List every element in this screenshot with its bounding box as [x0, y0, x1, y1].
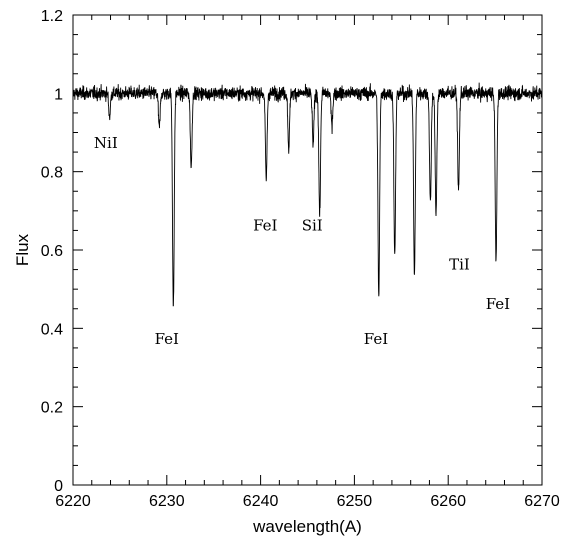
y-tick-label: 1	[54, 86, 63, 103]
x-tick-label: 6270	[524, 493, 560, 510]
line-annotation-label: TiI	[449, 256, 470, 274]
x-tick-label: 6240	[243, 493, 279, 510]
plot-frame	[72, 14, 543, 486]
spectrum-line	[72, 82, 543, 307]
x-tick-label: 6260	[430, 493, 466, 510]
x-tick-label: 6250	[337, 493, 373, 510]
y-tick-label: 0.4	[41, 321, 63, 338]
y-tick-label: 1.2	[41, 8, 63, 25]
axis-ticks: 6220 6230 6240 6250 6260 6270 0 0.2 0.4 0.6 0.8 1 1.…	[41, 8, 560, 510]
y-tick-label: 0.8	[41, 165, 63, 182]
line-annotation-label: FeI	[155, 330, 179, 348]
line-annotation-label: FeI	[253, 216, 277, 234]
line-annotation-label: SiI	[302, 216, 323, 234]
x-axis-label: wavelength(A)	[252, 517, 362, 536]
plot-area	[72, 82, 543, 307]
line-annotations: NiI FeI FeI SiI FeI TiI FeI	[94, 134, 510, 348]
y-tick-label: 0.2	[41, 400, 63, 417]
line-annotation-label: FeI	[364, 330, 388, 348]
y-tick-label: 0	[54, 478, 63, 495]
line-annotation-label: NiI	[94, 134, 118, 152]
x-tick-label: 6230	[149, 493, 185, 510]
y-tick-label: 0.6	[41, 243, 63, 260]
x-tick-label: 6220	[55, 493, 91, 510]
y-axis-label: Flux	[13, 233, 32, 266]
line-annotation-label: FeI	[486, 295, 510, 313]
